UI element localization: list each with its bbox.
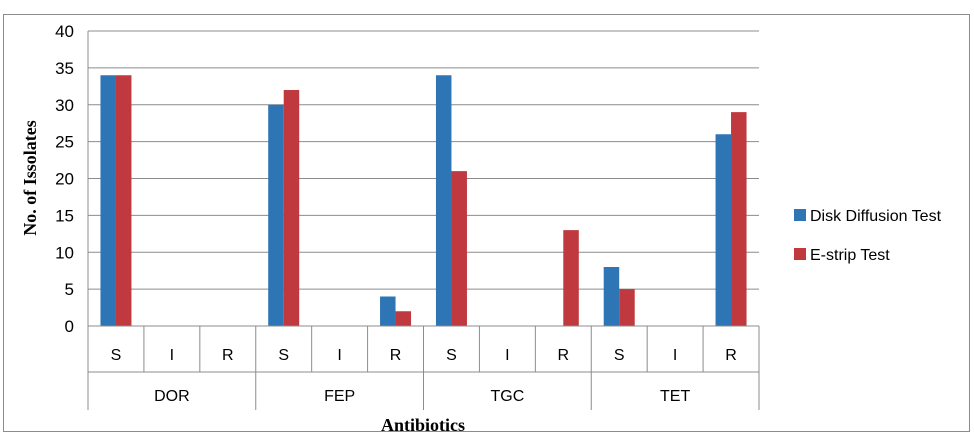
bar-e-strip bbox=[283, 90, 300, 326]
x-category-label: S bbox=[111, 347, 122, 364]
x-category-label: R bbox=[558, 347, 570, 364]
x-category-label: R bbox=[222, 347, 234, 364]
bar-e-strip bbox=[395, 311, 412, 326]
x-category-label: R bbox=[725, 347, 737, 364]
x-category-label: S bbox=[278, 347, 289, 364]
x-group-label: DOR bbox=[154, 388, 190, 405]
bar-e-strip bbox=[115, 75, 132, 326]
bar-disk-diffusion bbox=[603, 267, 620, 326]
y-tick-label: 5 bbox=[65, 280, 74, 299]
y-tick-label: 30 bbox=[55, 96, 74, 115]
x-group-label: TGC bbox=[490, 388, 524, 405]
legend: Disk Diffusion Test E-strip Test bbox=[794, 208, 942, 264]
legend-swatch-e-strip bbox=[794, 248, 806, 260]
x-category-label: R bbox=[390, 347, 402, 364]
x-group-label: TET bbox=[660, 388, 690, 405]
bar-e-strip bbox=[451, 171, 467, 326]
bar-e-strip bbox=[619, 289, 635, 326]
axes bbox=[87, 31, 760, 410]
y-tick-label: 10 bbox=[55, 243, 74, 262]
y-tick-label: 25 bbox=[55, 133, 74, 152]
y-tick-labels: 0 5 10 15 20 25 30 35 40 bbox=[55, 22, 74, 336]
x-category-label: I bbox=[505, 347, 509, 364]
bars bbox=[100, 75, 747, 326]
x-category-label: I bbox=[170, 347, 174, 364]
gridlines bbox=[88, 30, 759, 290]
y-tick-label: 0 bbox=[65, 317, 74, 336]
x-category-label: I bbox=[673, 347, 677, 364]
y-axis-title: No. of Issolates bbox=[20, 120, 40, 236]
bar-disk-diffusion bbox=[268, 104, 284, 326]
bar-e-strip bbox=[563, 230, 579, 326]
chart-frame bbox=[3, 14, 970, 432]
bar-e-strip bbox=[731, 112, 747, 326]
bar-disk-diffusion bbox=[380, 296, 396, 326]
bar-disk-diffusion bbox=[435, 75, 452, 326]
x-category-label: I bbox=[337, 347, 341, 364]
legend-label-disk-diffusion: Disk Diffusion Test bbox=[810, 208, 942, 225]
y-tick-label: 40 bbox=[55, 22, 74, 41]
bar-disk-diffusion bbox=[715, 134, 732, 326]
y-tick-label: 15 bbox=[55, 206, 74, 225]
y-tick-label: 20 bbox=[55, 170, 74, 189]
x-category-label: S bbox=[446, 347, 457, 364]
legend-label-e-strip: E-strip Test bbox=[810, 247, 890, 264]
legend-swatch-disk-diffusion bbox=[794, 209, 806, 221]
x-axis-title: Antibiotics bbox=[381, 415, 465, 434]
x-group-labels: DOR FEP TGC TET bbox=[154, 388, 690, 405]
x-category-label: S bbox=[614, 347, 625, 364]
bar-disk-diffusion bbox=[100, 75, 116, 326]
x-group-label: FEP bbox=[324, 388, 355, 405]
y-tick-label: 35 bbox=[55, 59, 74, 78]
